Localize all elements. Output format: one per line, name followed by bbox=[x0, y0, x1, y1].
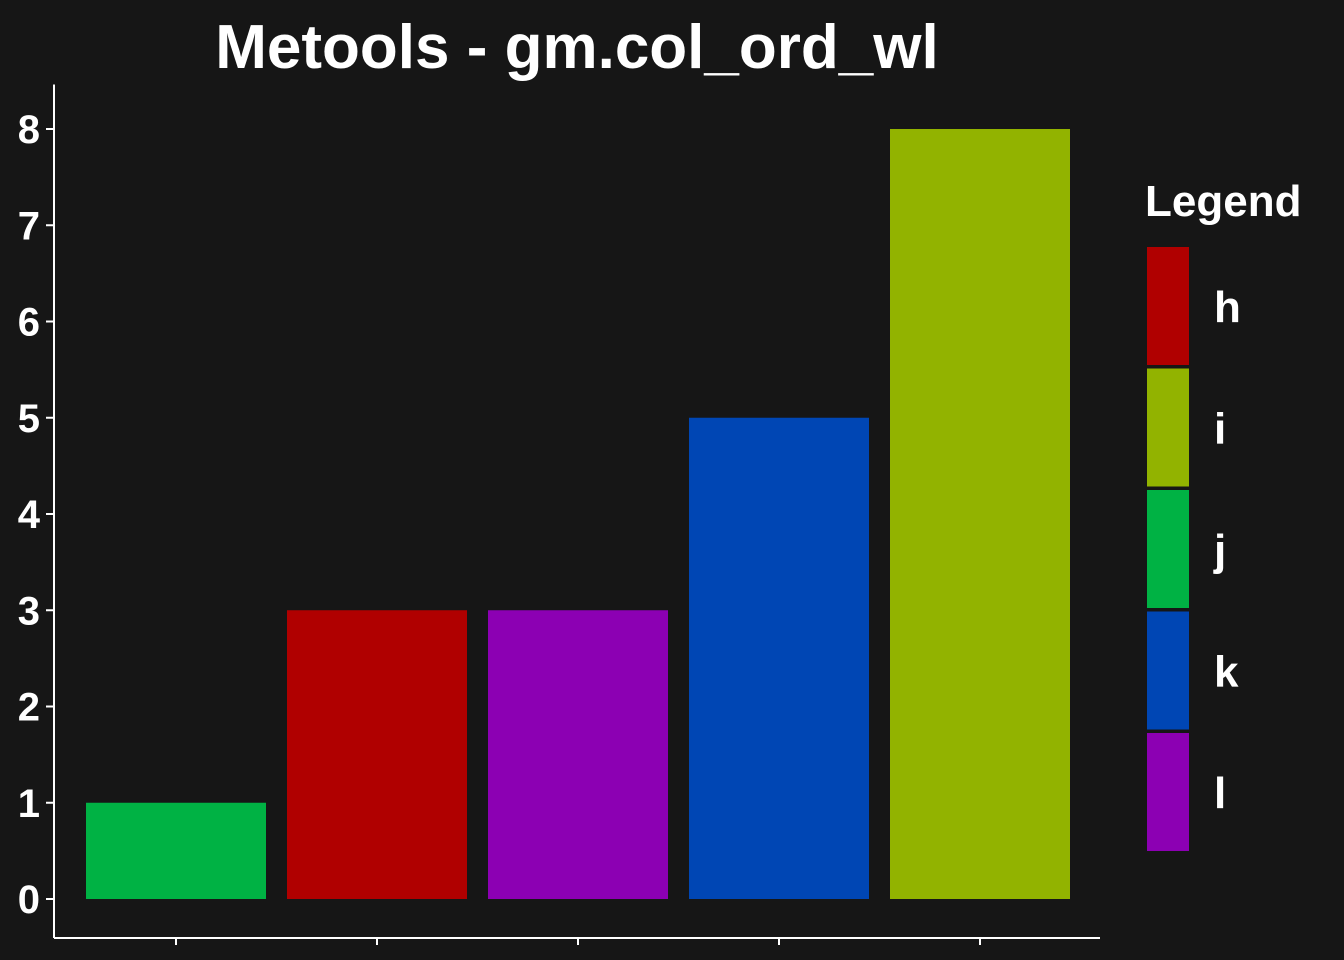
y-tick-label: 7 bbox=[18, 204, 40, 248]
legend-key-k bbox=[1147, 611, 1189, 730]
legend-title: Legend bbox=[1145, 177, 1301, 226]
y-tick-label: 0 bbox=[18, 878, 40, 922]
legend-label-k: k bbox=[1214, 648, 1239, 697]
y-tick-label: 3 bbox=[18, 589, 40, 633]
legend-entries: h i j k l bbox=[1147, 247, 1241, 851]
legend-key-i bbox=[1147, 368, 1189, 487]
y-axis: 0 1 2 3 4 5 6 7 8 bbox=[18, 84, 55, 938]
y-tick-label: 8 bbox=[18, 108, 40, 152]
legend-label-l: l bbox=[1214, 769, 1226, 818]
bar-h bbox=[287, 610, 467, 899]
legend-label-i: i bbox=[1214, 405, 1226, 454]
legend-label-j: j bbox=[1213, 526, 1226, 575]
legend-key-l bbox=[1147, 733, 1189, 851]
bar-i bbox=[890, 129, 1070, 899]
bar-l bbox=[488, 610, 668, 899]
bars bbox=[86, 129, 1070, 899]
legend-key-j bbox=[1147, 490, 1189, 608]
legend-key-h bbox=[1147, 247, 1189, 365]
y-tick-label: 5 bbox=[18, 397, 40, 441]
y-tick-label: 2 bbox=[18, 686, 40, 730]
legend-label-h: h bbox=[1214, 283, 1241, 332]
y-tick-label: 1 bbox=[18, 782, 40, 826]
y-tick-label: 6 bbox=[18, 301, 40, 345]
bar-j bbox=[86, 802, 266, 899]
legend: Legend h i j k l bbox=[1145, 177, 1301, 851]
bar-k bbox=[689, 417, 869, 899]
x-axis bbox=[54, 937, 1100, 945]
chart-title: Metools - gm.col_ord_wl bbox=[215, 13, 938, 82]
y-tick-label: 4 bbox=[18, 493, 41, 537]
